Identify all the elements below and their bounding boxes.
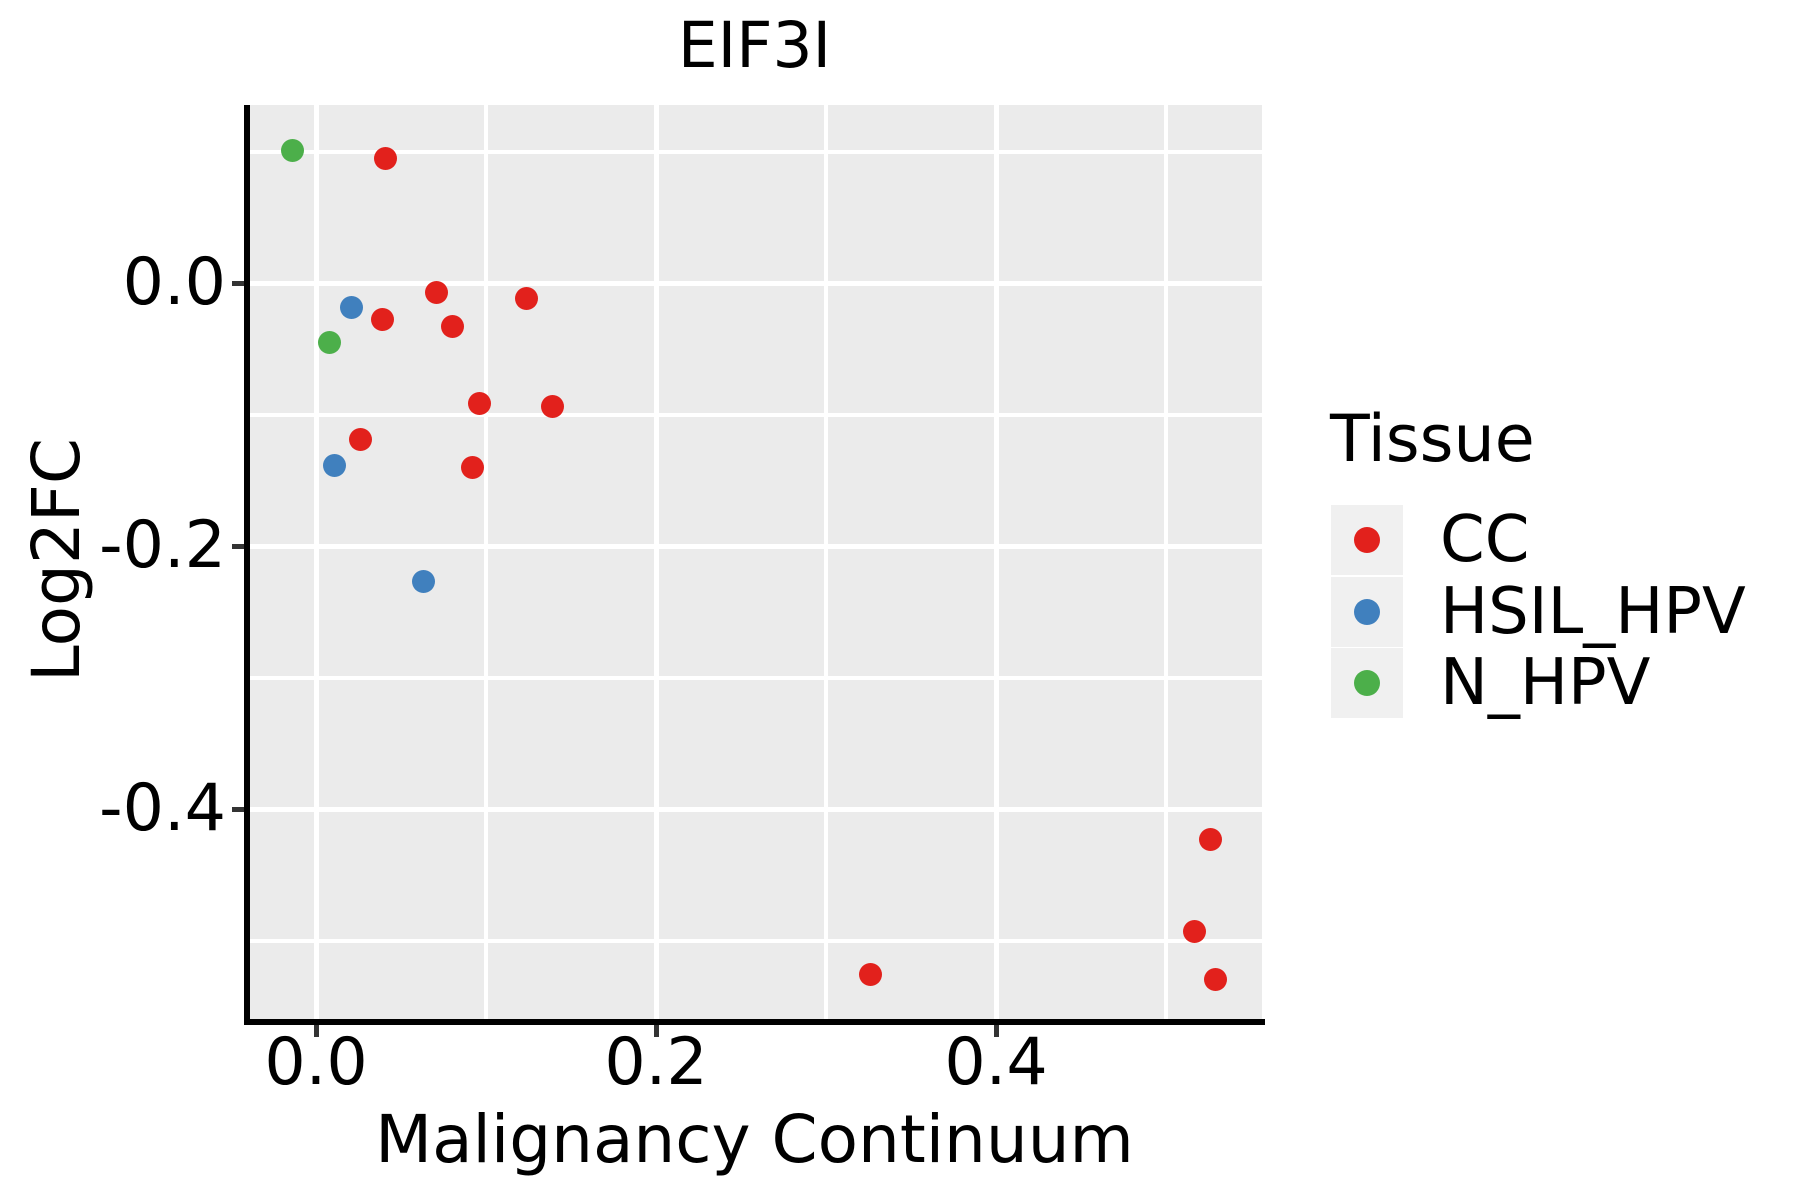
x-tick-mark	[653, 1025, 659, 1037]
data-point-CC	[374, 146, 398, 170]
legend-dot-N_HPV	[1354, 670, 1380, 696]
x-tick-label: 0.0	[264, 1025, 368, 1100]
gridline-minor-horizontal	[247, 938, 1262, 943]
y-axis-title: Log2FC	[18, 438, 95, 682]
gridline-major-horizontal	[247, 806, 1262, 812]
data-point-N_HPV	[280, 138, 304, 162]
y-tick-label: 0.0	[122, 245, 226, 320]
x-axis-line	[244, 1019, 1265, 1025]
legend-label-HSIL_HPV: HSIL_HPV	[1440, 574, 1746, 649]
gridline-minor-vertical	[484, 105, 488, 1019]
gridline-minor-vertical	[824, 105, 828, 1019]
gridline-minor-horizontal	[247, 149, 1262, 154]
gridline-major-vertical	[993, 105, 999, 1019]
data-point-CC	[440, 314, 464, 338]
data-point-CC	[515, 287, 539, 311]
data-point-CC	[460, 455, 484, 479]
y-tick-mark	[232, 543, 244, 549]
plot-title: EIF3I	[677, 9, 832, 82]
x-tick-mark	[313, 1025, 319, 1037]
legend-label-N_HPV: N_HPV	[1440, 646, 1651, 720]
y-axis-line	[244, 105, 250, 1025]
y-tick-label: -0.4	[99, 771, 226, 846]
data-point-CC	[1198, 827, 1222, 851]
data-point-CC	[1183, 919, 1207, 943]
y-tick-mark	[232, 280, 244, 286]
gridline-major-horizontal	[247, 280, 1262, 286]
legend-label-CC: CC	[1440, 503, 1530, 577]
gridline-major-vertical	[313, 105, 319, 1019]
y-tick-mark	[232, 806, 244, 812]
x-tick-mark	[993, 1025, 999, 1037]
gridline-major-vertical	[653, 105, 659, 1019]
data-point-CC	[425, 280, 449, 304]
data-point-CC	[858, 963, 882, 987]
x-axis-title: Malignancy Continuum	[375, 1101, 1134, 1178]
gridline-minor-horizontal	[247, 412, 1262, 417]
data-point-HSIL_HPV	[340, 296, 364, 320]
plot-panel	[247, 105, 1262, 1019]
data-point-CC	[467, 392, 491, 416]
legend-title: Tissue	[1330, 402, 1535, 477]
data-point-HSIL_HPV	[323, 454, 347, 478]
gridline-minor-horizontal	[247, 675, 1262, 680]
legend-dot-HSIL_HPV	[1354, 598, 1380, 625]
data-point-CC	[1203, 968, 1227, 992]
x-tick-label: 0.2	[604, 1025, 708, 1100]
gridline-major-horizontal	[247, 543, 1262, 549]
x-tick-label: 0.4	[944, 1025, 1048, 1100]
legend-dot-CC	[1354, 527, 1380, 553]
gridline-minor-vertical	[1164, 105, 1168, 1019]
data-point-CC	[370, 308, 394, 332]
data-point-CC	[540, 395, 564, 419]
data-point-CC	[348, 427, 372, 451]
y-tick-label: -0.2	[99, 508, 226, 583]
data-point-N_HPV	[318, 330, 342, 354]
data-point-HSIL_HPV	[411, 570, 435, 593]
